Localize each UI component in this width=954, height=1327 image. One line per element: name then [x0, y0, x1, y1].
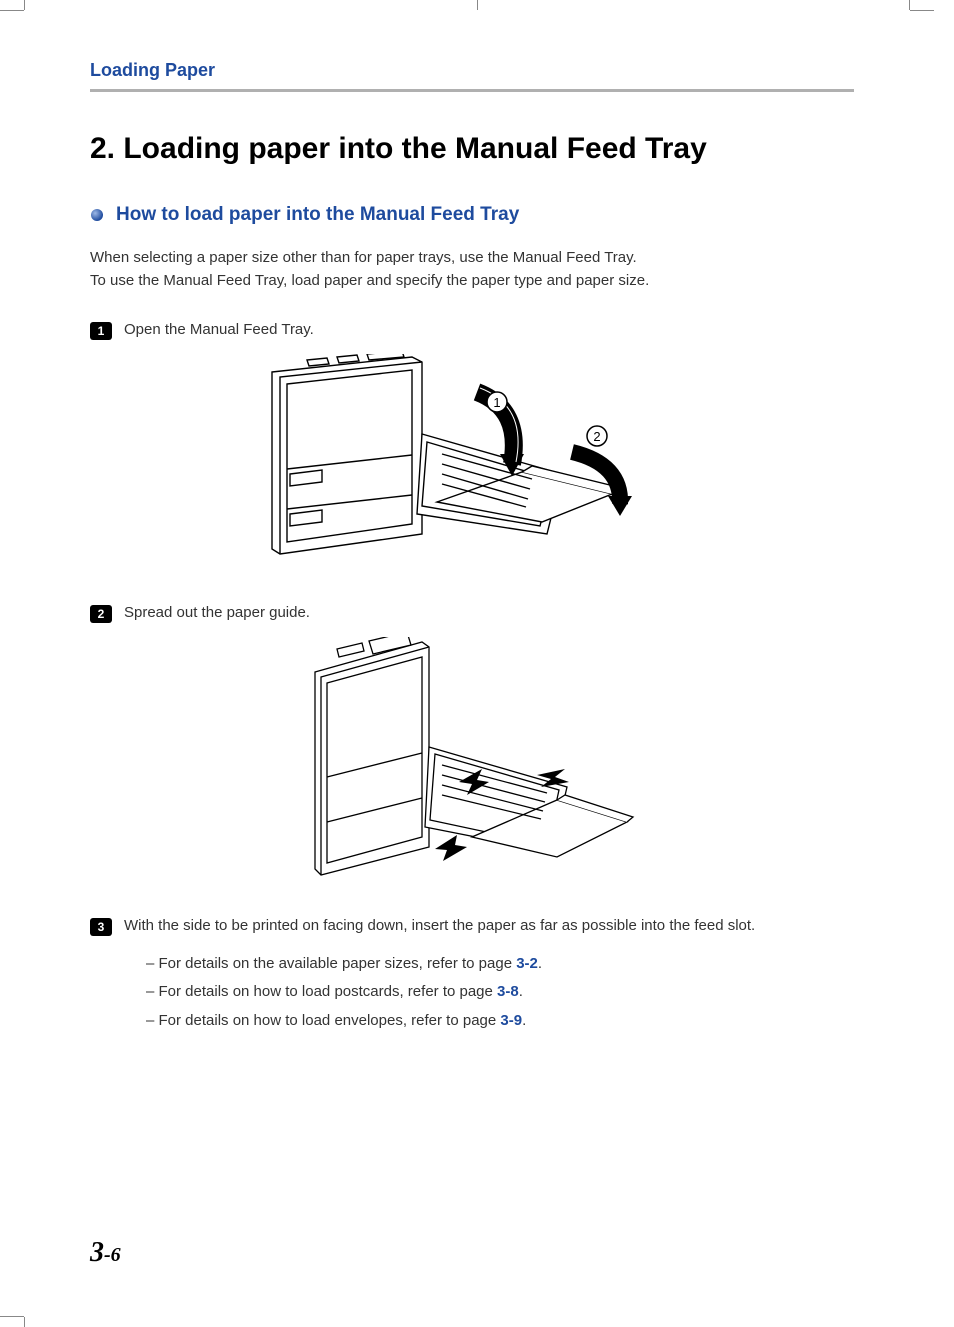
crop-mark — [0, 1316, 24, 1317]
footer-page: 6 — [111, 1244, 121, 1266]
section-heading-row: How to load paper into the Manual Feed T… — [90, 204, 854, 226]
step-text-2: Spread out the paper guide. — [124, 604, 310, 621]
page-number: 3-6 — [90, 1237, 121, 1269]
figure-2 — [90, 637, 854, 887]
step-badge-3: 3 — [90, 918, 112, 936]
crop-mark — [909, 0, 910, 10]
page-ref-link[interactable]: 3-9 — [500, 1012, 522, 1029]
ref-item-text: – For details on the available paper siz… — [146, 955, 516, 972]
ref-item: – For details on how to load postcards, … — [146, 978, 854, 1007]
crop-mark — [24, 0, 25, 10]
intro-paragraph: When selecting a paper size other than f… — [90, 246, 854, 293]
crop-mark — [24, 1317, 25, 1327]
intro-line-2: To use the Manual Feed Tray, load paper … — [90, 272, 649, 289]
page-ref-link[interactable]: 3-2 — [516, 955, 538, 972]
ref-item-text: – For details on how to load postcards, … — [146, 983, 497, 1000]
step-2: 2 Spread out the paper guide. — [90, 604, 854, 623]
step-badge-1: 1 — [90, 322, 112, 340]
ref-item: – For details on the available paper siz… — [146, 950, 854, 979]
footer-sep: - — [104, 1244, 111, 1266]
step-badge-2: 2 — [90, 605, 112, 623]
step-text-3: With the side to be printed on facing do… — [124, 917, 755, 934]
section-heading: How to load paper into the Manual Feed T… — [116, 204, 519, 226]
figure-1: 1 2 — [90, 354, 854, 574]
printer-tray-open-illustration: 1 2 — [262, 354, 682, 574]
step-text-1: Open the Manual Feed Tray. — [124, 321, 314, 338]
printer-guide-spread-illustration — [307, 637, 637, 887]
crop-mark — [477, 0, 478, 10]
intro-line-1: When selecting a paper size other than f… — [90, 249, 637, 266]
chapter-header: Loading Paper — [90, 60, 854, 92]
sphere-bullet-icon — [90, 208, 104, 222]
page-title: 2. Loading paper into the Manual Feed Tr… — [90, 132, 854, 166]
footer-chapter: 3 — [90, 1237, 104, 1268]
ref-item-text: – For details on how to load envelopes, … — [146, 1012, 500, 1029]
crop-mark — [910, 10, 934, 11]
reference-list: – For details on the available paper siz… — [90, 950, 854, 1036]
figure-1-callout-2: 2 — [593, 429, 600, 444]
step-3: 3 With the side to be printed on facing … — [90, 917, 854, 936]
figure-1-callout-1: 1 — [493, 395, 500, 410]
page-ref-link[interactable]: 3-8 — [497, 983, 519, 1000]
step-1: 1 Open the Manual Feed Tray. — [90, 321, 854, 340]
crop-mark — [0, 10, 24, 11]
ref-item: – For details on how to load envelopes, … — [146, 1007, 854, 1036]
